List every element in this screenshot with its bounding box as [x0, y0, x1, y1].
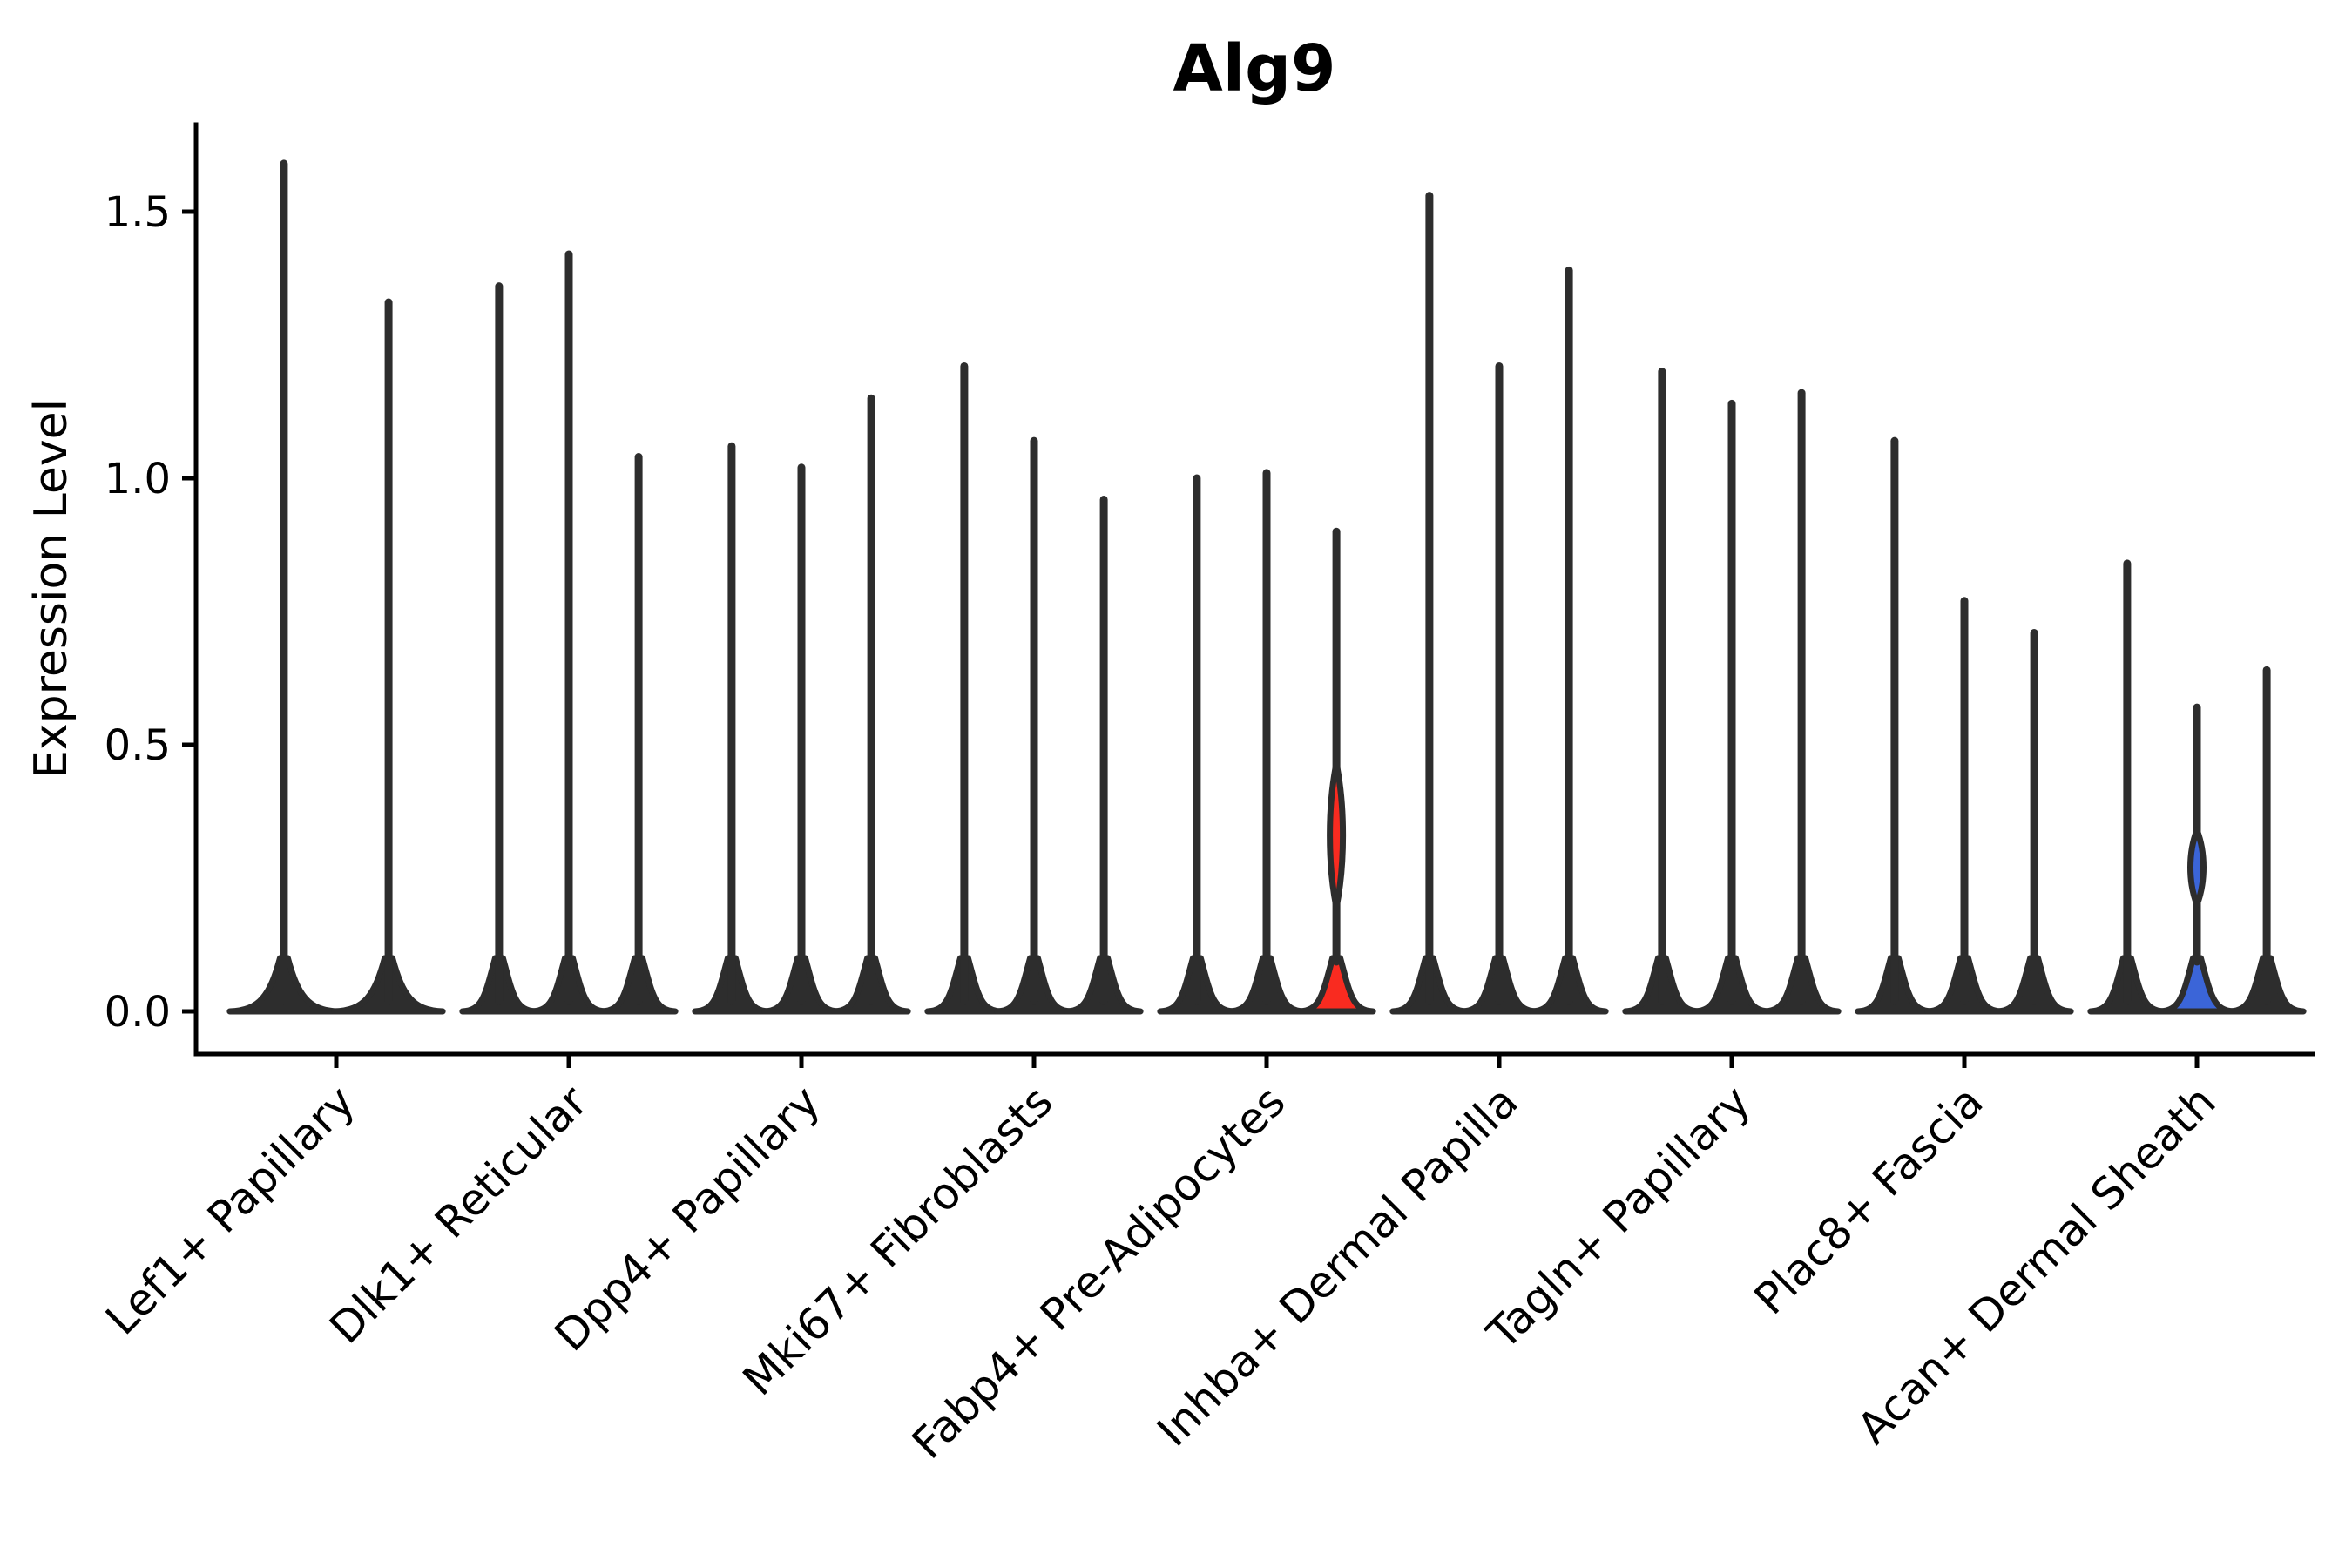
- violin: [529, 250, 609, 1015]
- y-tick-label: 0.5: [105, 721, 171, 770]
- violin: [692, 442, 772, 1015]
- violin: [331, 298, 446, 1015]
- violin: [1622, 368, 1702, 1015]
- violin: [1227, 469, 1307, 1015]
- violin: [924, 362, 1004, 1015]
- y-tick-label: 0.0: [105, 988, 171, 1037]
- violin: [598, 453, 679, 1015]
- y-tick-label: 1.5: [105, 188, 171, 237]
- violin: [1855, 436, 1935, 1015]
- violin: [1994, 628, 2074, 1015]
- violin: [1459, 362, 1539, 1015]
- violin: [994, 436, 1074, 1015]
- violin: [1296, 527, 1376, 1015]
- y-axis-label: Expression Level: [25, 399, 78, 779]
- violin-bulge: [1327, 760, 1347, 911]
- violin: [459, 282, 539, 1015]
- violin: [1924, 597, 2004, 1015]
- violin: [831, 394, 911, 1015]
- violin: [1529, 266, 1609, 1015]
- violin: [1389, 192, 1470, 1015]
- violin: [2157, 703, 2237, 1015]
- violin: [761, 463, 841, 1015]
- violin: [1761, 389, 1842, 1015]
- violin: [1064, 495, 1144, 1015]
- violin: [1157, 474, 1237, 1015]
- violin-bulge: [2187, 827, 2207, 909]
- violin: [2227, 666, 2307, 1015]
- y-tick-label: 1.0: [105, 455, 171, 504]
- violin: [1692, 399, 1772, 1015]
- violin: [226, 159, 341, 1015]
- chart-title: Alg9: [1173, 31, 1335, 106]
- violin: [2087, 559, 2167, 1015]
